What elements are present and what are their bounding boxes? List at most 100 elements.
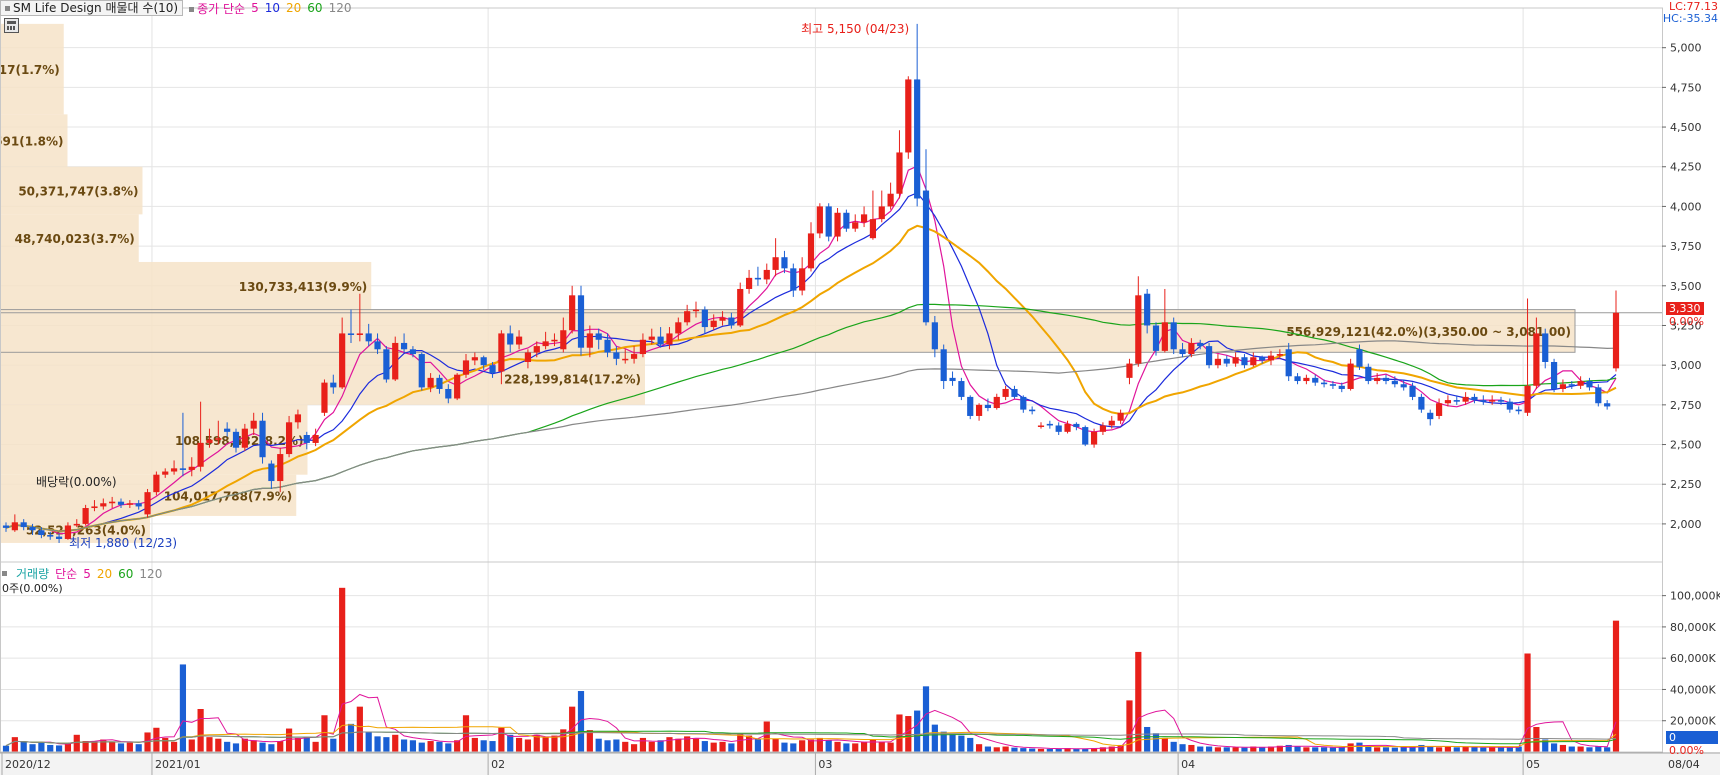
- candle-body: [515, 336, 523, 345]
- volume-bar: [1418, 744, 1425, 752]
- candle: [993, 393, 1000, 410]
- candle: [763, 263, 770, 285]
- low-price-marker: 최저 1,880 (12/23): [69, 536, 177, 550]
- volume-bar: [737, 733, 744, 752]
- stock-name-box[interactable]: SM Life Design 매물대 수(10): [0, 0, 184, 16]
- candle: [241, 423, 248, 451]
- candle: [878, 190, 885, 223]
- volume-moving-averages: [5, 693, 1617, 750]
- candle-body: [675, 322, 682, 334]
- volume-ma-20-label[interactable]: 20: [96, 566, 113, 581]
- volume-bar: [1347, 743, 1354, 752]
- volume-bar: [418, 742, 425, 752]
- candle-body: [153, 474, 160, 493]
- candle-body: [524, 352, 532, 362]
- candle-body: [852, 222, 859, 229]
- candle-body: [2, 525, 10, 528]
- candle-body: [1409, 385, 1416, 397]
- candle: [1427, 409, 1434, 426]
- volume-bar: [330, 738, 337, 752]
- volume-bar: [1559, 744, 1567, 752]
- volume-bar: [241, 738, 248, 752]
- volume-legend[interactable]: 거래량 단순 5 20 60 120: [0, 565, 162, 582]
- candle: [418, 352, 425, 391]
- volume-current-tag: 0: [1666, 731, 1718, 744]
- candle-body: [303, 435, 310, 443]
- volume-bar: [117, 743, 125, 752]
- candle-body: [356, 333, 363, 336]
- volume-ma-title[interactable]: 단순: [55, 567, 78, 581]
- price-tick-label: 4,000: [1670, 200, 1702, 213]
- volume-bar: [1338, 747, 1345, 752]
- candle-body: [799, 268, 806, 291]
- volume-ma-5-label[interactable]: 5: [83, 566, 91, 581]
- volume-bar: [38, 742, 45, 752]
- candle: [852, 214, 859, 232]
- volume-bar: [719, 741, 726, 752]
- ma-20-label[interactable]: 20: [286, 1, 302, 15]
- candle: [1489, 395, 1496, 405]
- ma-5-label[interactable]: 5: [251, 1, 259, 15]
- volume-bar: [887, 742, 894, 752]
- candle: [781, 250, 788, 274]
- candle: [64, 522, 72, 540]
- candle-body: [1356, 349, 1363, 367]
- volume-bar: [1320, 747, 1328, 752]
- volume-title[interactable]: 거래량: [16, 567, 50, 581]
- candle-body: [1090, 431, 1098, 445]
- candle-body: [1533, 333, 1540, 386]
- candle: [445, 384, 452, 404]
- volume-bar: [975, 744, 983, 752]
- volume-bar: [993, 747, 1000, 752]
- time-tick-label: 05: [1526, 758, 1540, 771]
- ma-title[interactable]: 종가 단순: [189, 0, 245, 17]
- candle-body: [1161, 322, 1168, 351]
- candle-body: [834, 212, 841, 237]
- candle: [498, 330, 505, 385]
- volume-bars: [2, 587, 1620, 752]
- candle-body: [11, 522, 18, 531]
- volume-bar: [1037, 748, 1045, 752]
- ma-120-label[interactable]: 120: [328, 1, 352, 15]
- candle: [772, 238, 779, 277]
- candle: [914, 23, 921, 207]
- candle-body: [692, 309, 700, 312]
- candle-body: [1497, 400, 1505, 402]
- volume-bar: [206, 737, 213, 752]
- volume-bar: [312, 741, 319, 752]
- candle: [1285, 342, 1292, 382]
- candle: [1117, 409, 1124, 424]
- volume-ma-120-label[interactable]: 120: [139, 566, 163, 581]
- ma-60-label[interactable]: 60: [307, 1, 323, 15]
- volume-zero-label: 0주(0.00%): [2, 582, 63, 595]
- calculator-icon[interactable]: [4, 18, 19, 33]
- candle-body: [1037, 425, 1045, 427]
- ma-10-label[interactable]: 10: [264, 1, 280, 15]
- volume-bar: [498, 727, 505, 752]
- volume-bar: [409, 740, 417, 752]
- candle-body: [462, 360, 470, 375]
- candle-body: [1064, 423, 1071, 432]
- candle: [1550, 358, 1558, 393]
- volume-profile-label: 108,598,432(8.2%): [175, 434, 304, 448]
- candle: [1090, 428, 1098, 448]
- candle-body: [1550, 361, 1558, 389]
- price-legend[interactable]: SM Life Design 매물대 수(10) 종가 단순 5 10 20 6…: [0, 0, 351, 16]
- candle-body: [1144, 293, 1151, 326]
- volume-bar: [197, 709, 204, 752]
- candle-body: [427, 377, 434, 388]
- lc-value: LC:77.13: [1668, 0, 1718, 13]
- volume-bar: [1550, 743, 1558, 752]
- volume-bar: [347, 723, 355, 752]
- volume-bar: [675, 738, 682, 752]
- candle-body: [1382, 377, 1390, 382]
- candle: [1497, 396, 1505, 405]
- volume-bar: [383, 737, 390, 752]
- candle: [312, 428, 319, 447]
- candle: [409, 346, 417, 358]
- volume-ma-60-label[interactable]: 60: [118, 566, 134, 581]
- candle-body: [975, 404, 983, 416]
- candle-body: [1170, 322, 1177, 350]
- volume-tick-label: 100,000K: [1670, 590, 1720, 603]
